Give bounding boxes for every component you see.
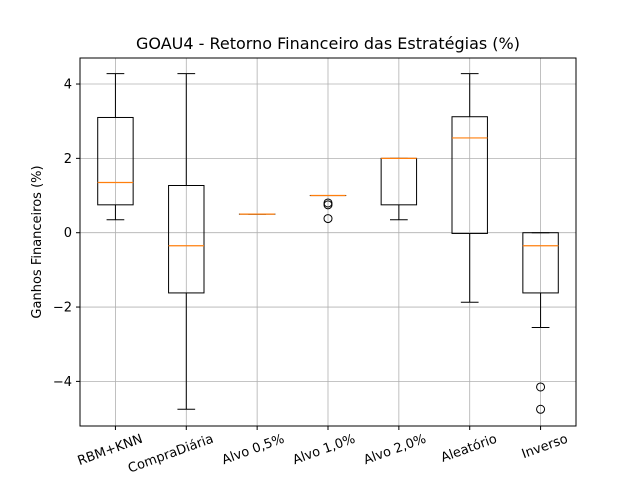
y-tick-label: 4 <box>64 78 72 93</box>
outlier-point <box>536 382 546 392</box>
box-4 <box>309 194 347 224</box>
y-tick-label: 0 <box>64 226 72 241</box>
box-7 <box>522 232 559 414</box>
outlier-point <box>323 200 333 210</box>
x-tick-label: Alvo 2,0% <box>362 432 429 468</box>
x-tick-label: Aleatório <box>439 432 499 466</box>
y-tick-label: −4 <box>53 375 72 390</box>
y-tick-label: 2 <box>64 152 72 167</box>
x-tick-label: Alvo 0,5% <box>220 432 287 468</box>
outlier-point <box>323 214 333 224</box>
x-tick-label: Alvo 1,0% <box>291 432 358 468</box>
box-1 <box>97 73 134 221</box>
grid-lines <box>80 58 576 426</box>
box-2 <box>168 73 205 410</box>
outlier-point <box>536 404 546 414</box>
y-axis-ticks: −4 −2 0 2 4 <box>53 78 80 390</box>
box-iqr <box>168 184 205 294</box>
boxes <box>97 73 559 414</box>
y-tick-label: −2 <box>53 301 72 316</box>
box-iqr <box>451 116 488 234</box>
x-tick-label: Inverso <box>520 432 570 462</box>
box-iqr <box>522 232 559 294</box>
chart-title: GOAU4 - Retorno Financeiro das Estratégi… <box>136 34 520 53</box>
box-iqr <box>97 116 134 206</box>
box-6 <box>451 73 488 303</box>
y-axis-label: Ganhos Financeiros (%) <box>30 165 45 318</box>
box-5 <box>380 157 418 221</box>
